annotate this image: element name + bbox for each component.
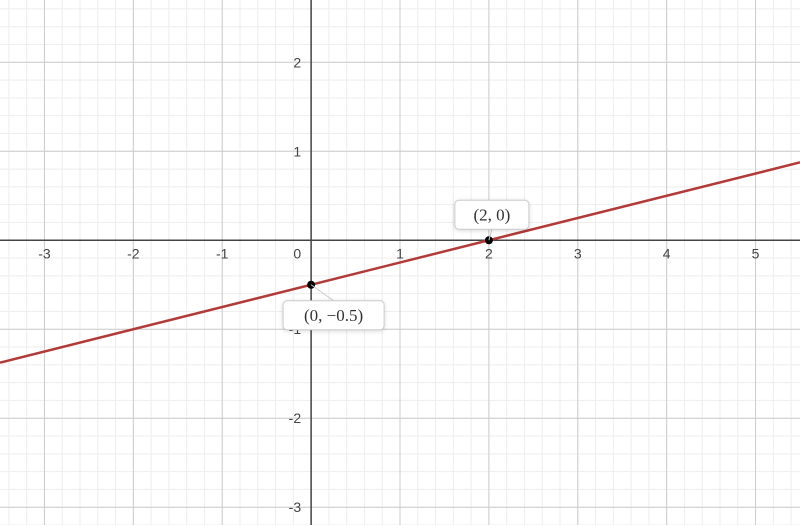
x-tick-label: -3 [38,245,51,261]
line-chart: -3-2-1012345-3-2-112(2, 0)(0, −0.5) [0,0,800,525]
x-tick-label: 4 [663,245,671,261]
x-tick-label: -1 [216,245,229,261]
x-tick-label: 2 [485,245,493,261]
y-tick-label: 2 [293,54,301,70]
y-tick-label: -3 [289,499,302,515]
x-tick-label: 3 [574,245,582,261]
point-label: (2, 0) [473,206,510,225]
y-tick-label: 1 [293,143,301,159]
x-tick-label: -2 [127,245,140,261]
x-tick-label: 5 [752,245,760,261]
x-tick-label: 0 [293,245,301,261]
point-label: (0, −0.5) [304,306,363,325]
y-tick-label: -2 [289,410,302,426]
x-tick-label: 1 [396,245,404,261]
